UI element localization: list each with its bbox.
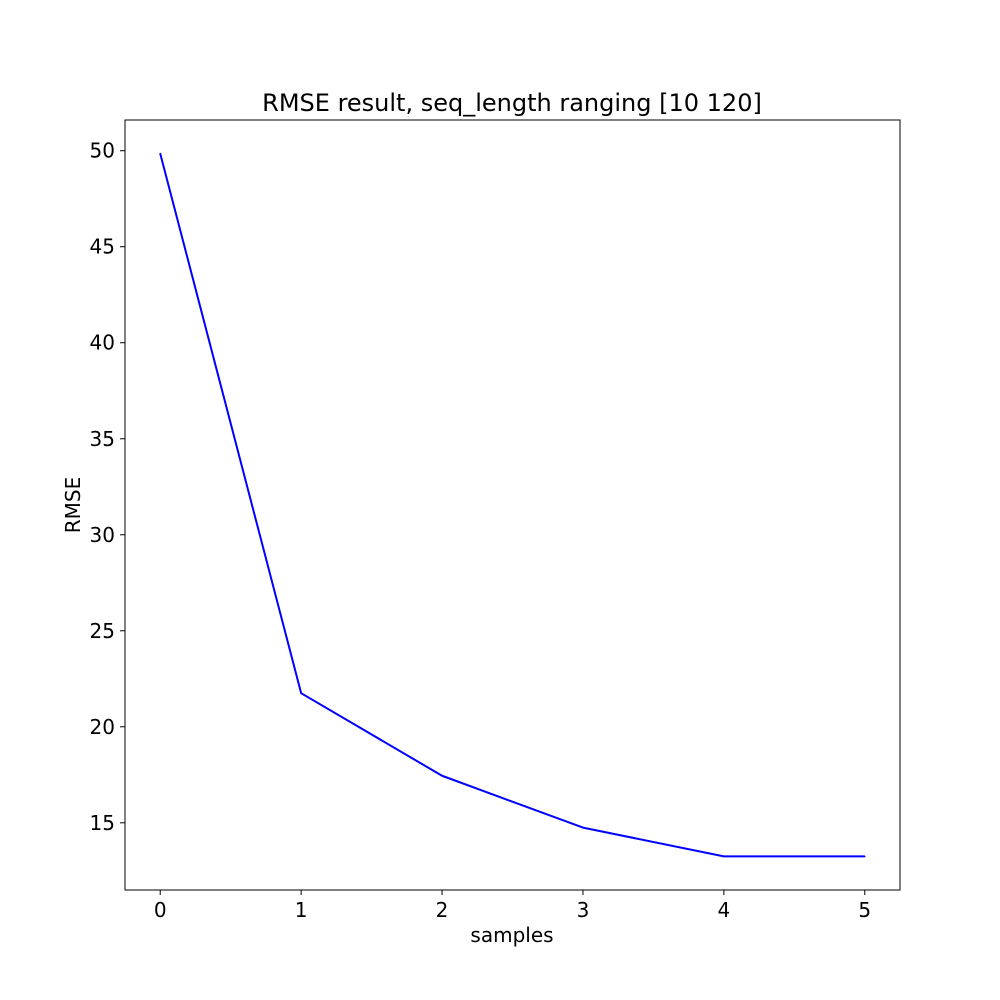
series-line: [159, 153, 865, 858]
chart-title: RMSE result, seq_length ranging [10 120]: [262, 89, 762, 117]
y-tick-label: 25: [90, 619, 115, 643]
y-tick-label: 40: [90, 331, 115, 355]
y-axis: 15 20 25 30 35 40 45 50: [90, 139, 125, 835]
x-axis: 0 1 2 3 4 5: [154, 890, 871, 922]
x-tick-label: 3: [577, 898, 590, 922]
data-point: [582, 826, 584, 829]
y-tick-label: 30: [90, 523, 115, 547]
y-axis-label: RMSE: [61, 477, 85, 533]
x-axis-label: samples: [470, 923, 553, 947]
x-tick-label: 5: [858, 898, 871, 922]
data-point: [159, 152, 162, 155]
y-tick-label: 50: [90, 139, 115, 163]
series-layer: [159, 152, 866, 858]
data-point: [863, 855, 866, 858]
y-tick-label: 15: [90, 811, 115, 835]
data-point: [300, 692, 302, 694]
x-tick-label: 0: [154, 898, 167, 922]
y-tick-label: 35: [90, 427, 115, 451]
x-tick-label: 1: [295, 898, 308, 922]
y-tick-label: 20: [90, 715, 115, 739]
y-tick-label: 45: [90, 235, 115, 259]
x-tick-label: 4: [717, 898, 730, 922]
data-point: [723, 855, 725, 858]
x-tick-label: 2: [436, 898, 449, 922]
plot-area-frame: [124, 119, 901, 891]
data-point: [441, 774, 443, 777]
